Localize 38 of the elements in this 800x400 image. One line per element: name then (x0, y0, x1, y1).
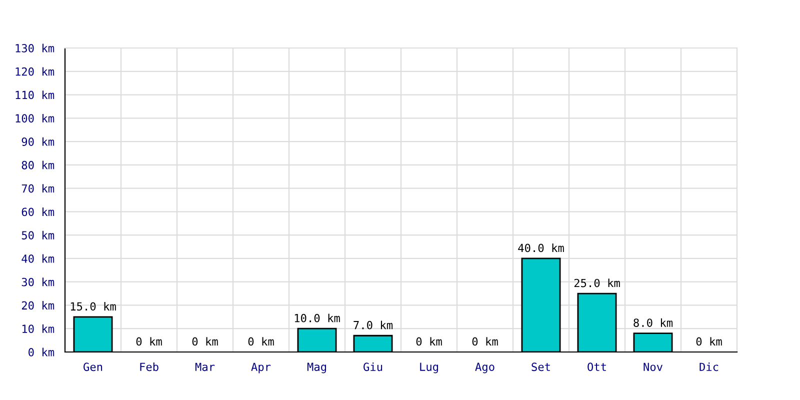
data-label: 0 km (192, 337, 218, 346)
y-tick-label: 100 km (16, 114, 54, 123)
data-label: 15.0 km (70, 302, 116, 311)
x-tick-label: Set (532, 362, 550, 372)
x-tick-label: Mag (307, 362, 326, 374)
y-tick-label: 50 km (22, 230, 54, 240)
x-tick-label: Nov (644, 362, 662, 372)
y-tick-label: 60 km (22, 208, 54, 216)
data-label: 0 km (136, 337, 162, 346)
y-tick-label: 70 km (22, 184, 54, 193)
y-tick-label: 10 km (22, 324, 54, 334)
x-tick-label: Giu (364, 362, 382, 372)
y-tick-label: 80 km (22, 160, 54, 170)
y-tick-label: 20 km (22, 301, 54, 310)
x-tick-label: Dic (700, 362, 718, 372)
data-label: 40.0 km (518, 244, 564, 252)
x-tick-label: Feb (140, 362, 158, 372)
data-label: 0 km (416, 337, 442, 346)
y-tick-label: 0 km (28, 348, 54, 356)
y-tick-label: 110 km (16, 90, 54, 100)
x-tick-label: Mar (195, 362, 215, 372)
data-label: 10.0 km (294, 314, 340, 322)
data-label: 0 km (696, 337, 722, 346)
data-label: 0 km (248, 337, 274, 346)
data-label: 7.0 km (354, 320, 393, 330)
data-label: 0 km (472, 337, 498, 346)
x-tick-label: Lug (420, 362, 438, 374)
data-label: 25.0 km (574, 278, 620, 288)
x-tick-label: Gen (84, 362, 102, 372)
x-tick-label: Ago (475, 362, 494, 374)
data-label: 8.0 km (634, 318, 673, 327)
y-tick-label: 120 km (16, 67, 54, 76)
y-tick-label: 90 km (22, 137, 54, 146)
y-tick-label: 130 km (16, 44, 54, 52)
y-tick-label: 40 km (22, 254, 54, 263)
x-tick-label: Ott (588, 362, 606, 372)
y-tick-label: 30 km (22, 278, 54, 286)
x-tick-label: Apr (251, 362, 271, 374)
